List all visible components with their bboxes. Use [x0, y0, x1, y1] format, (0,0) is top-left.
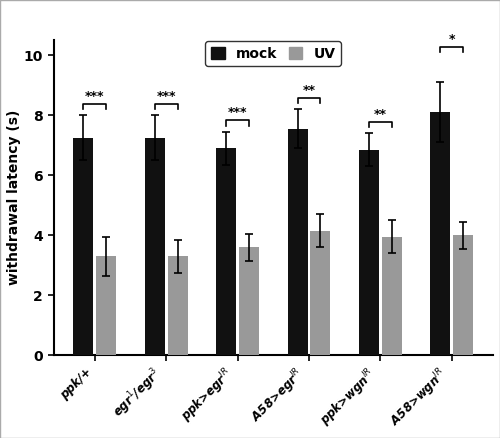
Text: ***: ***	[228, 106, 248, 119]
Bar	[430, 113, 450, 355]
Text: **: **	[374, 108, 387, 121]
Bar	[168, 256, 188, 355]
Legend: mock, UV: mock, UV	[206, 41, 341, 66]
Bar	[239, 247, 259, 355]
Text: ***: ***	[156, 90, 176, 103]
Bar	[96, 256, 116, 355]
Text: ***: ***	[85, 90, 104, 103]
Bar	[453, 235, 473, 355]
Y-axis label: withdrawal latency (s): withdrawal latency (s)	[7, 110, 21, 286]
Bar	[74, 138, 94, 355]
Bar	[216, 148, 236, 355]
Text: *: *	[448, 33, 455, 46]
Bar	[359, 150, 379, 355]
Bar	[145, 138, 165, 355]
Text: **: **	[302, 84, 316, 97]
Bar	[310, 231, 330, 355]
Bar	[382, 237, 402, 355]
Bar	[288, 129, 308, 355]
